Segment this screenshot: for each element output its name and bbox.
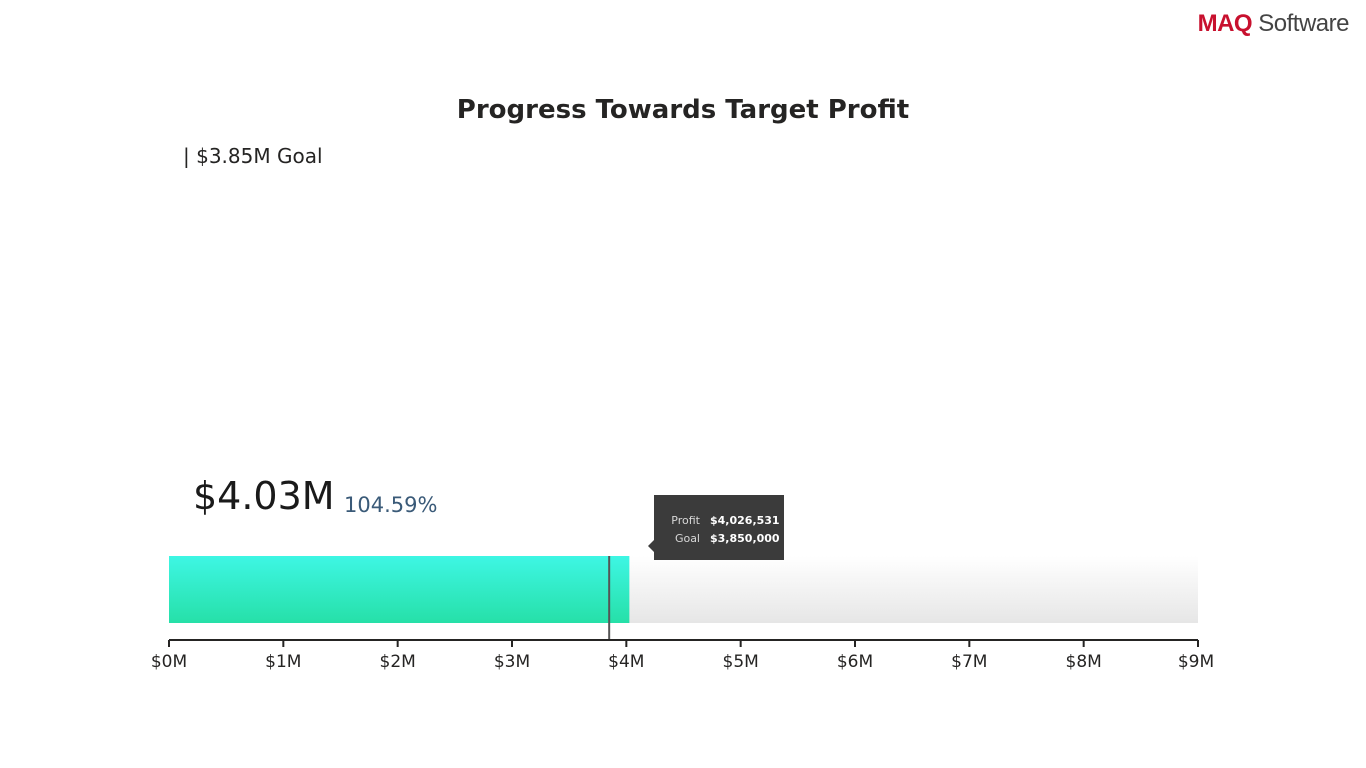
x-axis-tick-label: $8M bbox=[1066, 652, 1102, 672]
x-axis-tick-label: $2M bbox=[380, 652, 416, 672]
x-axis-ticks: $0M $1M $2M $3M $4M $5M $6M $7M $8M $9M bbox=[151, 640, 1214, 672]
tooltip-key: Profit bbox=[671, 514, 700, 527]
brand-logo-mark: MAQ bbox=[1197, 10, 1253, 37]
chart-title: Progress Towards Target Profit bbox=[456, 95, 910, 125]
brand-logo-text: Software bbox=[1252, 10, 1349, 37]
x-axis-tick-label: $9M bbox=[1178, 652, 1214, 672]
tooltip-value: $3,850,000 bbox=[710, 532, 780, 545]
value-tooltip: Profit $4,026,531 Goal $3,850,000 bbox=[648, 495, 784, 560]
current-value: $4.03M bbox=[193, 474, 335, 518]
percent-of-goal: 104.59% bbox=[344, 493, 438, 517]
x-axis-tick-label: $5M bbox=[723, 652, 759, 672]
tooltip-value: $4,026,531 bbox=[710, 514, 780, 527]
x-axis-tick-label: $6M bbox=[837, 652, 873, 672]
x-axis-tick-label: $1M bbox=[265, 652, 301, 672]
x-axis-tick-label: $7M bbox=[951, 652, 987, 672]
goal-label: | $3.85M Goal bbox=[183, 144, 323, 168]
tooltip-row-goal: Goal $3,850,000 bbox=[654, 530, 784, 548]
gauge-value-bar[interactable] bbox=[169, 556, 630, 623]
brand-logo: MAQ Software bbox=[1197, 10, 1350, 38]
tooltip-row-profit: Profit $4,026,531 bbox=[654, 512, 784, 530]
x-axis-tick-label: $3M bbox=[494, 652, 530, 672]
x-axis-tick-label: $0M bbox=[151, 652, 187, 672]
tooltip-key: Goal bbox=[674, 532, 700, 545]
x-axis-tick-label: $4M bbox=[608, 652, 644, 672]
